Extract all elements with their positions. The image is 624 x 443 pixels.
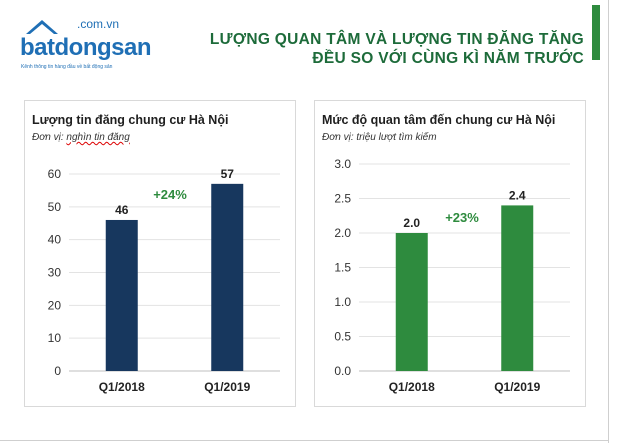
slide-title-line-1: LƯỢNG QUAN TÂM VÀ LƯỢNG TIN ĐĂNG TĂNG	[209, 31, 584, 48]
bar-q1-2018	[395, 233, 428, 371]
chart-unit-value: triệu lượt tìm kiếm	[356, 132, 437, 143]
slide-title: LƯỢNG QUAN TÂM VÀ LƯỢNG TIN ĐĂNG TĂNG ĐỀ…	[164, 30, 584, 68]
chart-unit-value: nghìn tin đăng	[66, 132, 130, 143]
slide-border-bottom	[0, 440, 608, 441]
y-tick-label: 0.0	[334, 364, 351, 378]
x-tick-label: Q1/2018	[389, 380, 435, 394]
chart-unit: Đơn vị: nghìn tin đăng	[32, 132, 130, 143]
y-tick-label: 2.0	[334, 226, 351, 240]
batdongsan-logo[interactable]: .com.vn batdongsan Kênh thông tin hàng đ…	[20, 14, 152, 84]
data-label: 2.4	[509, 188, 526, 202]
bar-q1-2018	[105, 219, 138, 371]
interest-bar-chart: 0.0 0.5 1.0 1.5 2.0 2.5 3.0 2.0 Q1/2018 2.4 Q1/201…	[334, 157, 570, 394]
accent-bar	[592, 5, 600, 60]
y-tick-label: 20	[48, 298, 62, 312]
slide-border-right	[608, 0, 609, 443]
growth-annotation: +24%	[153, 187, 187, 202]
y-tick-label: 3.0	[334, 157, 351, 171]
bar-q1-2019	[211, 183, 244, 371]
listings-chart-panel: Lượng tin đăng chung cư Hà Nội Đơn vị: n…	[24, 100, 296, 407]
chart-unit-prefix: Đơn vị:	[322, 132, 357, 143]
y-tick-label: 50	[48, 200, 62, 214]
logo-domain: .com.vn	[77, 17, 120, 31]
interest-chart-panel: Mức độ quan tâm đến chung cư Hà Nội Đơn …	[314, 100, 586, 407]
logo-tagline: Kênh thông tin hàng đầu về bất động sản	[21, 64, 113, 70]
bar-q1-2019	[501, 205, 534, 371]
y-tick-label: 1.0	[334, 295, 351, 309]
chart-unit: Đơn vị: triệu lượt tìm kiếm	[322, 132, 437, 143]
chart-title: Mức độ quan tâm đến chung cư Hà Nội	[322, 113, 556, 127]
x-tick-label: Q1/2019	[494, 380, 540, 394]
y-tick-label: 0.5	[334, 330, 351, 344]
data-label: 46	[115, 203, 129, 217]
y-tick-label: 60	[48, 167, 62, 181]
y-tick-label: 30	[48, 266, 62, 280]
house-icon	[26, 20, 58, 34]
y-tick-label: 10	[48, 331, 62, 345]
growth-annotation: +23%	[445, 210, 479, 225]
chart-unit-prefix: Đơn vị:	[32, 132, 67, 143]
data-label: 57	[221, 167, 235, 181]
y-tick-label: 0	[54, 364, 61, 378]
x-tick-label: Q1/2018	[99, 380, 145, 394]
y-tick-label: 1.5	[334, 261, 351, 275]
logo-name: batdongsan	[20, 34, 152, 61]
listings-bar-chart: 0 10 20 30 40 50 60 46 Q1/2018 57 Q1/2019 +24%	[48, 167, 280, 394]
y-tick-label: 40	[48, 233, 62, 247]
y-tick-label: 2.5	[334, 192, 351, 206]
chart-title: Lượng tin đăng chung cư Hà Nội	[32, 113, 229, 127]
x-tick-label: Q1/2019	[204, 380, 250, 394]
data-label: 2.0	[403, 216, 420, 230]
slide-title-line-2: ĐỀU SO VỚI CÙNG KÌ NĂM TRƯỚC	[312, 50, 584, 67]
